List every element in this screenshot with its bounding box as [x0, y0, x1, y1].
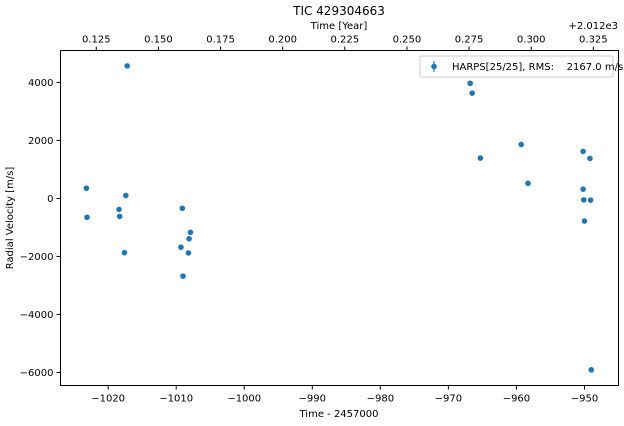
data-point	[178, 244, 184, 250]
top-tick-label: 0.300	[517, 35, 546, 46]
data-point	[518, 141, 524, 148]
data-point	[580, 186, 586, 192]
top-tick-label: 0.325	[579, 35, 608, 46]
data-point	[187, 229, 194, 236]
data-point	[121, 249, 128, 256]
top-tick-label: 0.200	[268, 35, 297, 46]
top-tick-label: 0.125	[82, 35, 111, 46]
top-tick-label: 0.150	[144, 35, 173, 46]
data-point	[587, 155, 593, 162]
top-tick-label: 0.250	[393, 35, 422, 46]
data-point	[124, 63, 130, 69]
top-tick-label: 0.275	[455, 35, 484, 46]
y-tick-label: 2000	[28, 136, 53, 147]
x-tick-label: −1010	[159, 394, 193, 405]
data-point	[477, 155, 484, 161]
x-tick-label: −950	[571, 394, 598, 405]
top-axis-label: Time [Year]	[310, 21, 368, 32]
data-point	[180, 273, 186, 279]
x-tick-label: −1020	[91, 394, 125, 405]
top-axis-offset: +2.012e3	[568, 21, 618, 32]
y-tick-label: −2000	[20, 252, 54, 263]
data-point	[116, 213, 123, 220]
top-axis-ticks: 0.125 0.150 0.175 0.200 0.225 0.250 0.275 0.300…	[82, 35, 608, 51]
data-points	[83, 63, 595, 373]
data-point	[580, 148, 586, 155]
y-tick-label: −6000	[20, 368, 54, 379]
y-tick-label: 4000	[28, 78, 53, 89]
data-point	[186, 235, 192, 242]
data-point	[587, 197, 594, 203]
data-point	[580, 197, 587, 203]
x-tick-label: −980	[367, 394, 394, 405]
chart-title: TIC 429304663	[292, 4, 385, 18]
legend-label: HARPS[25/25], RMS: 2167.0 m/s	[452, 62, 623, 73]
y-tick-label: −4000	[20, 310, 54, 321]
legend-box	[419, 55, 614, 78]
legend: HARPS[25/25], RMS: 2167.0 m/s	[419, 55, 623, 78]
legend-marker	[431, 63, 437, 70]
x-tick-label: −970	[435, 394, 462, 405]
data-point	[588, 367, 595, 373]
y-axis-ticks: −6000 −4000 −2000 0 2000 4000	[20, 78, 61, 379]
x-axis-label: Time - 2457000	[299, 409, 379, 420]
x-tick-label: −1000	[227, 394, 261, 405]
data-point	[84, 214, 90, 221]
x-tick-label: −960	[503, 394, 530, 405]
data-point	[581, 218, 588, 224]
data-point	[469, 90, 475, 96]
data-point	[525, 180, 531, 187]
data-point	[83, 185, 90, 192]
top-tick-label: 0.175	[206, 35, 235, 46]
data-point	[467, 80, 473, 87]
y-axis-label: Radial Velocity [m/s]	[5, 167, 16, 270]
top-tick-label: 0.225	[330, 35, 359, 46]
y-tick-label: 0	[47, 194, 53, 205]
data-point	[116, 206, 122, 213]
plot-area	[60, 50, 619, 386]
x-axis-ticks: −1020 −1010 −1000 −990 −980 −970 −960 −950	[91, 385, 598, 405]
x-tick-label: −990	[299, 394, 326, 405]
data-point	[123, 192, 129, 199]
data-point	[185, 250, 192, 256]
data-point	[179, 205, 186, 212]
